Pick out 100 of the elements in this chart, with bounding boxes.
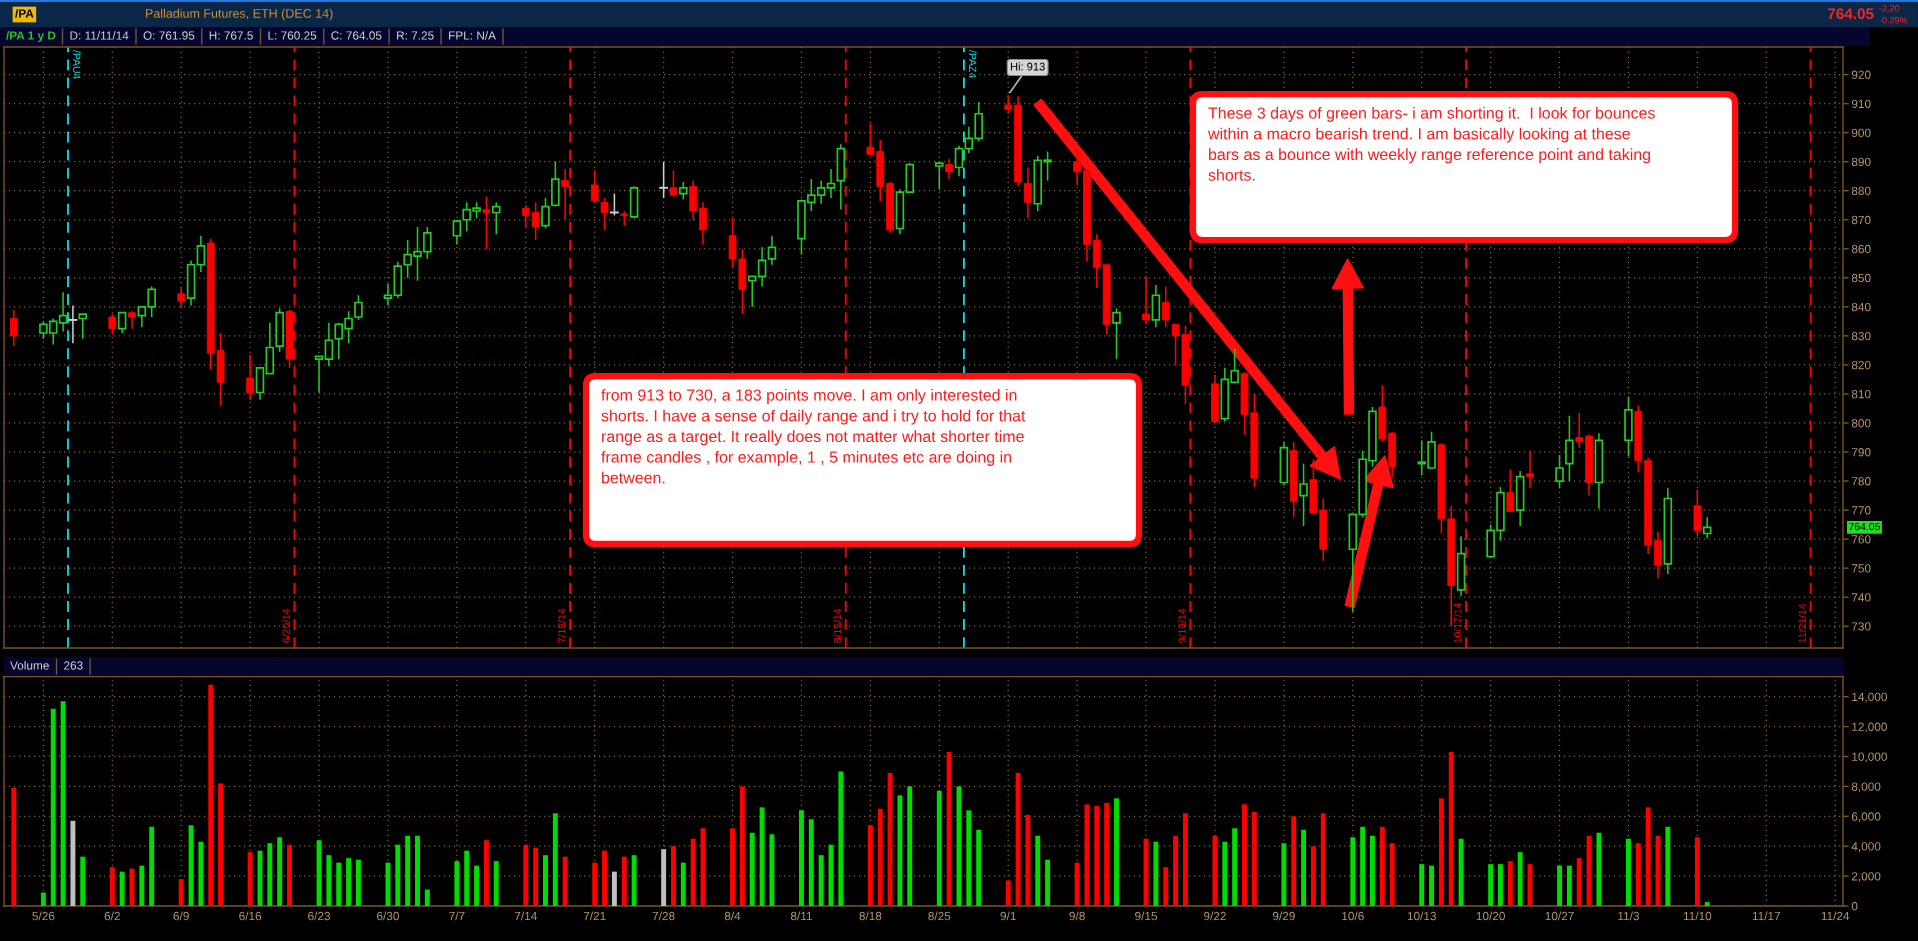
y-tick-label: 780 xyxy=(1851,477,1871,486)
x-tick-label: 7/28 xyxy=(652,911,675,921)
bar xyxy=(1182,813,1188,906)
bar xyxy=(1645,807,1651,906)
x-tick-label: 11/10 xyxy=(1683,911,1712,921)
x-tick-label: 7/7 xyxy=(449,911,465,921)
text: C: 764.05 xyxy=(331,31,382,40)
x-tick-label: 6/2 xyxy=(104,911,120,921)
candlestick xyxy=(935,160,944,191)
candlestick xyxy=(78,313,88,340)
y-tick-label: 12,000 xyxy=(1852,722,1887,733)
bar xyxy=(1370,835,1375,906)
y-tick-label: 810 xyxy=(1851,389,1871,399)
bar xyxy=(218,783,224,906)
bar xyxy=(493,861,499,906)
candlestick xyxy=(826,168,836,199)
bar xyxy=(1635,843,1641,906)
candlestick xyxy=(1555,454,1564,490)
bar xyxy=(11,787,17,906)
x-tick-label: 9/29 xyxy=(1272,911,1295,921)
text: 263 xyxy=(64,661,83,670)
bar xyxy=(198,841,204,906)
x-tick-label: 11/17 xyxy=(1752,911,1781,921)
y-tick-label: 0 xyxy=(1851,902,1858,911)
x-tick-label: 5/26 xyxy=(32,911,55,921)
candlestick xyxy=(767,234,777,266)
y-tick-label: 760 xyxy=(1851,535,1871,544)
text: D: 11/11/14 xyxy=(70,31,129,40)
bar xyxy=(1143,838,1149,906)
y-tick-label: 890 xyxy=(1851,157,1871,167)
y-tick-label: 10,000 xyxy=(1852,752,1887,763)
bar xyxy=(1704,902,1710,906)
candlestick xyxy=(954,144,964,177)
x-tick-label: 10/13 xyxy=(1407,911,1436,921)
bar xyxy=(1438,798,1444,906)
bar xyxy=(424,889,430,906)
bar xyxy=(415,835,420,906)
bar xyxy=(1005,880,1011,906)
candlestick xyxy=(541,197,550,230)
text: R: 7.25 xyxy=(397,31,434,40)
y-tick-label: 860 xyxy=(1851,244,1871,254)
bar xyxy=(109,867,115,906)
bar xyxy=(247,852,253,906)
candlestick xyxy=(531,201,540,241)
text: -0.29% xyxy=(1879,17,1908,24)
bar xyxy=(277,837,283,906)
x-tick-label: 10/27 xyxy=(1545,911,1574,921)
bar xyxy=(188,825,194,906)
bar xyxy=(611,871,617,906)
bar xyxy=(336,862,342,906)
ref-line-label: 9/19/14 xyxy=(1178,608,1186,643)
candlestick xyxy=(383,282,393,307)
bar xyxy=(661,849,667,906)
bar xyxy=(877,808,883,906)
bar xyxy=(818,855,824,906)
candlestick xyxy=(590,169,599,204)
bar xyxy=(454,861,460,906)
x-tick-label: 8/18 xyxy=(859,911,882,921)
x-tick-label: 6/23 xyxy=(308,911,331,921)
candlestick xyxy=(9,308,18,347)
y-tick-label: 900 xyxy=(1851,128,1871,138)
candlestick xyxy=(246,353,254,401)
candlestick xyxy=(354,294,363,321)
text: L: 760.25 xyxy=(268,31,317,40)
ref-line-label: /PAU4 xyxy=(73,50,81,80)
bar xyxy=(533,847,539,906)
candlestick xyxy=(620,210,629,227)
bar xyxy=(1104,802,1110,906)
candlestick xyxy=(1506,468,1515,513)
y-tick-label: 830 xyxy=(1851,331,1871,341)
bar xyxy=(838,771,844,906)
bar xyxy=(139,865,145,906)
candlestick xyxy=(117,311,127,334)
bar xyxy=(287,844,292,906)
candlestick xyxy=(866,123,875,156)
bar xyxy=(208,684,214,906)
x-tick-label: 8/4 xyxy=(724,911,741,921)
bar xyxy=(1448,752,1454,906)
y-tick-label: 800 xyxy=(1851,419,1871,428)
text: O: 761.95 xyxy=(143,31,195,40)
ref-line-label: 7/18/14 xyxy=(557,608,566,643)
bar xyxy=(464,850,470,906)
bar xyxy=(759,807,765,906)
bar xyxy=(946,752,952,906)
bar xyxy=(346,858,352,906)
candlestick xyxy=(314,355,324,394)
bar xyxy=(395,844,401,906)
candlestick xyxy=(482,195,491,250)
bar xyxy=(769,834,775,906)
bar xyxy=(592,862,598,906)
bar xyxy=(1419,864,1425,906)
text: /PA xyxy=(15,9,34,18)
x-tick-label: 7/14 xyxy=(514,911,537,921)
y-tick-label: 6,000 xyxy=(1851,812,1881,823)
y-tick-label: 790 xyxy=(1851,448,1871,457)
bar xyxy=(680,862,686,906)
bar xyxy=(1576,858,1582,906)
x-tick-label: 8/25 xyxy=(928,911,951,921)
bar xyxy=(1350,837,1356,906)
chart-title: Volume xyxy=(10,661,49,670)
